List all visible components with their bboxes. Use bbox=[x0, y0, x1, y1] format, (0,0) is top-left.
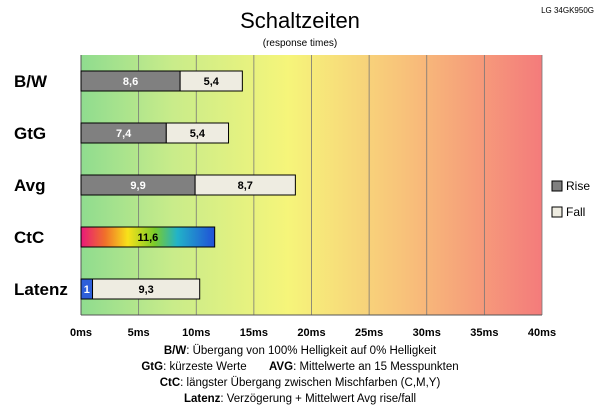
chart-footer: B/W: Übergang von 100% Helligkeit auf 0%… bbox=[0, 343, 600, 407]
model-label: LG 34GK950G bbox=[541, 6, 594, 15]
legend-label-rise: Rise bbox=[566, 179, 590, 193]
category-label: GtG bbox=[14, 124, 46, 143]
footer-line-latenz: Latenz: Verzögerung + Mittelwert Avg ris… bbox=[183, 393, 417, 405]
chart-subtitle: (response times) bbox=[263, 38, 337, 49]
footer-line-bw: B/W: Übergang von 100% Helligkeit auf 0%… bbox=[163, 345, 437, 357]
bar-fall bbox=[165, 122, 230, 144]
footer-line-gtg-avg: GtG: kürzeste Werte AVG: Mittelwerte an … bbox=[141, 361, 459, 373]
category-label: CtC bbox=[14, 228, 44, 247]
bar-fall bbox=[194, 174, 296, 196]
category-labels: B/W GtG Avg CtC Latenz bbox=[14, 72, 68, 299]
data-label: 11,6 bbox=[137, 232, 158, 244]
bar-ctc bbox=[80, 226, 216, 248]
x-tick-label: 15ms bbox=[240, 327, 268, 339]
x-tick-label: 10ms bbox=[182, 327, 210, 339]
x-tick-label: 5ms bbox=[128, 327, 150, 339]
data-label: 9,9 bbox=[130, 180, 145, 192]
data-label: 1 bbox=[84, 284, 90, 296]
x-tick-label: 20ms bbox=[297, 327, 325, 339]
bar-fall bbox=[179, 70, 243, 92]
legend-swatch-fall bbox=[551, 206, 563, 218]
data-label: 8,7 bbox=[238, 180, 253, 192]
data-label: 9,3 bbox=[138, 284, 153, 296]
legend: Rise Fall bbox=[551, 179, 590, 219]
category-label: Avg bbox=[14, 176, 46, 195]
data-label: 8,6 bbox=[123, 76, 138, 88]
data-label: 5,4 bbox=[190, 128, 206, 140]
category-label: Latenz bbox=[14, 280, 68, 299]
x-tick-label: 30ms bbox=[413, 327, 441, 339]
bars: 8,6 5,4 7,4 5,4 9,9 8,7 11,6 1 9,3 bbox=[80, 70, 296, 300]
x-axis-ticks: 0ms 5ms 10ms 15ms 20ms 25ms 30ms 35ms 40ms bbox=[70, 327, 556, 339]
x-tick-label: 25ms bbox=[355, 327, 383, 339]
legend-swatch-rise bbox=[551, 180, 563, 192]
data-label: 5,4 bbox=[204, 76, 220, 88]
data-label: 7,4 bbox=[116, 128, 132, 140]
x-tick-label: 35ms bbox=[470, 327, 498, 339]
category-label: B/W bbox=[14, 72, 48, 91]
bar-latency-avg bbox=[92, 278, 201, 300]
legend-label-fall: Fall bbox=[566, 205, 585, 219]
x-tick-label: 0ms bbox=[70, 327, 92, 339]
x-tick-label: 40ms bbox=[528, 327, 556, 339]
chart-title: Schaltzeiten bbox=[240, 8, 360, 33]
footer-line-ctc: CtC: längster Übergang zwischen Mischfar… bbox=[159, 377, 441, 389]
